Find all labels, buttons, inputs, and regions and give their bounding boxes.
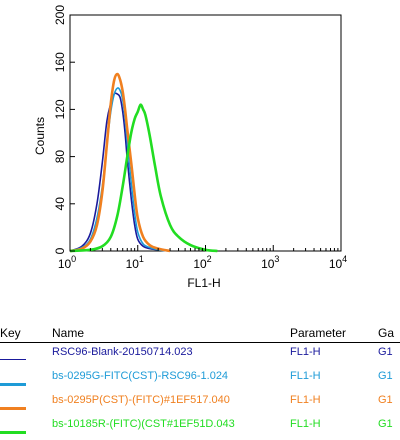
y-tick-label: 200 [53, 5, 67, 25]
x-tick-label: 102 [193, 254, 211, 271]
y-tick-label: 120 [53, 99, 67, 119]
x-tick-label: 101 [126, 254, 144, 271]
legend-row-parameter: FL1-H [290, 418, 321, 430]
legend-row-parameter: FL1-H [290, 370, 321, 382]
x-tick-label: 100 [58, 254, 76, 271]
y-tick-label: 0 [53, 247, 67, 254]
series-line-3 [69, 72, 171, 253]
legend-header-name: Name [52, 326, 85, 340]
legend-row-name: bs-0295P(CST)-(FITC)#1EF517.040 [52, 394, 230, 406]
legend-swatch [0, 407, 26, 410]
series-line-2 [69, 87, 171, 252]
legend-swatch [0, 359, 26, 360]
legend-row-gate: G1 [378, 394, 393, 406]
x-axis-ticks: 100 101 102 103 104 [58, 245, 347, 271]
legend-swatch [0, 383, 26, 386]
y-axis-ticks: 0 40 80 120 160 200 [53, 5, 75, 254]
y-tick-label: 80 [53, 150, 67, 164]
plot-border [69, 14, 342, 252]
legend-row-name: bs-0295G-FITC(CST)-RSC96-1.024 [52, 370, 229, 382]
legend-row-gate: G1 [378, 346, 393, 358]
legend-swatch [0, 431, 26, 434]
legend-header-gate: Ga [378, 326, 395, 340]
legend-row-gate: G1 [378, 418, 393, 430]
legend-row: bs-10185R-(FITC)(CST#1EF51D.043 FL1-H G1 [0, 418, 400, 440]
series-layer [69, 72, 218, 253]
legend-row-name: RSC96-Blank-20150714.023 [52, 346, 193, 358]
x-tick-label: 103 [261, 254, 279, 271]
legend-row-parameter: FL1-H [290, 346, 321, 358]
x-axis-title: FL1-H [187, 276, 220, 290]
legend-row-gate: G1 [378, 370, 393, 382]
histogram-chart: 0 40 80 120 160 200 100 101 102 103 104 FL1-H Cou… [33, 5, 347, 290]
series-line-4 [69, 103, 218, 253]
series-line-1 [69, 92, 171, 252]
legend-row-parameter: FL1-H [290, 394, 321, 406]
x-tick-label: 104 [329, 254, 347, 271]
y-axis-title: Counts [33, 117, 47, 155]
legend-header-rule [0, 342, 400, 343]
legend-row-name: bs-10185R-(FITC)(CST#1EF51D.043 [52, 418, 235, 430]
legend-row: bs-0295P(CST)-(FITC)#1EF517.040 FL1-H G1 [0, 394, 400, 416]
legend-row: bs-0295G-FITC(CST)-RSC96-1.024 FL1-H G1 [0, 370, 400, 392]
plot-frame [69, 14, 342, 252]
y-tick-label: 40 [53, 197, 67, 211]
y-tick-label: 160 [53, 52, 67, 72]
legend-header-parameter: Parameter [290, 326, 347, 340]
legend-table: Key Name Parameter Ga RSC96-Blank-201507… [0, 326, 400, 440]
legend-header-key: Key [0, 326, 21, 340]
legend-row: RSC96-Blank-20150714.023 FL1-H G1 [0, 346, 400, 368]
